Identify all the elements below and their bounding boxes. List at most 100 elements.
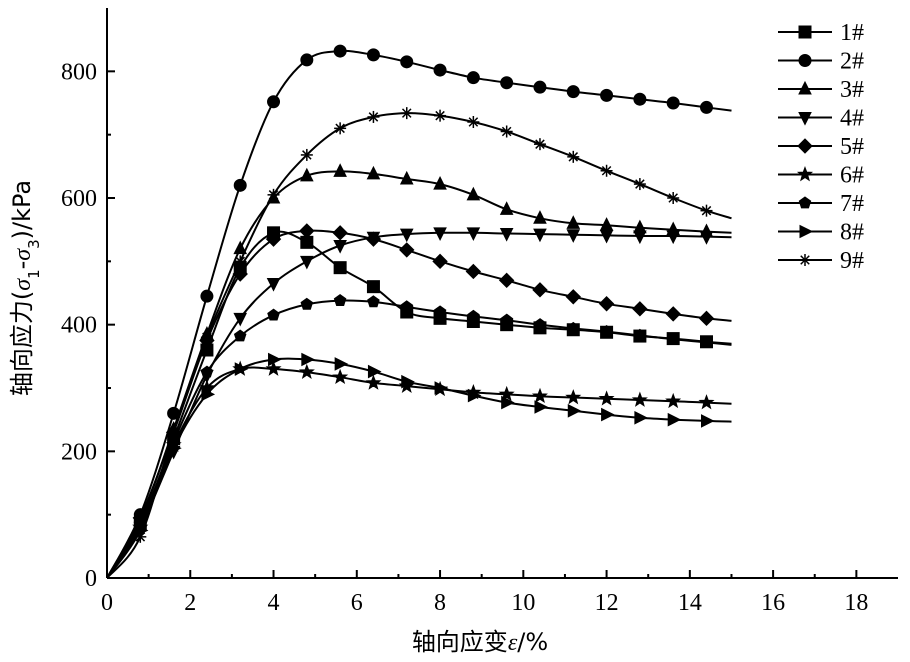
legend-item: 7# — [778, 191, 864, 217]
data-point-marker — [600, 324, 613, 337]
data-point-marker — [699, 100, 713, 114]
legend-label: 8# — [840, 220, 864, 246]
data-point-marker — [401, 374, 415, 389]
data-point-marker — [366, 48, 380, 62]
data-point-marker — [565, 389, 582, 405]
data-point-marker — [600, 164, 613, 177]
data-point-marker — [267, 95, 281, 109]
x-axis-title: 轴向应变ε/% — [412, 628, 548, 656]
data-point-marker — [700, 204, 713, 217]
series-8 — [106, 352, 732, 579]
data-point-marker-stroke — [268, 190, 279, 200]
data-point-marker — [498, 272, 515, 289]
data-point-marker — [566, 85, 580, 99]
data-point-marker-stroke — [701, 205, 712, 216]
data-point-marker — [167, 426, 180, 439]
data-point-marker — [433, 227, 447, 241]
data-point-marker — [567, 150, 580, 163]
legend-item: 4# — [778, 106, 864, 132]
legend-label: 4# — [840, 106, 864, 132]
data-point-marker-stroke — [135, 532, 146, 542]
x-tick-label: 16 — [761, 590, 785, 616]
legend-item: 2# — [778, 49, 864, 75]
data-point-marker — [666, 96, 680, 110]
data-point-marker — [566, 215, 581, 229]
data-point-marker — [533, 210, 547, 224]
data-point-marker — [698, 310, 715, 327]
legend-marker — [799, 224, 814, 239]
data-point-marker — [434, 109, 447, 122]
data-point-marker — [601, 407, 615, 422]
data-point-marker — [332, 225, 348, 241]
data-point-marker-stroke — [168, 427, 179, 438]
data-point-marker — [366, 165, 381, 180]
legend-label: 1# — [840, 20, 864, 46]
data-point-marker — [300, 167, 314, 182]
data-point-marker-stroke — [501, 126, 512, 137]
legend-label: 9# — [840, 248, 864, 274]
legend-label: 3# — [840, 77, 864, 103]
data-point-marker — [233, 240, 248, 255]
data-point-marker — [633, 92, 647, 106]
data-point-marker — [334, 357, 349, 371]
series-line — [106, 357, 732, 579]
data-point-marker — [433, 63, 447, 77]
data-point-marker — [399, 242, 415, 258]
series-line — [106, 231, 732, 579]
data-point-marker — [467, 309, 480, 322]
legend-label: 7# — [840, 191, 864, 217]
data-point-marker — [665, 306, 681, 322]
data-point-marker — [399, 170, 414, 185]
legend-marker — [798, 54, 812, 67]
legend-item: 9# — [778, 248, 864, 274]
data-point-marker — [400, 107, 413, 120]
data-point-marker — [501, 395, 515, 410]
data-point-marker — [665, 392, 682, 409]
data-point-marker-stroke — [202, 332, 212, 343]
data-point-marker — [533, 80, 547, 94]
data-point-marker — [633, 328, 647, 341]
x-tick-label: 2 — [184, 590, 196, 616]
data-point-marker-stroke — [635, 179, 645, 189]
data-point-marker — [499, 201, 514, 215]
legend-marker — [798, 25, 812, 39]
data-point-marker — [265, 231, 282, 247]
legend: 1# 2#3# 4#5# 6#7# 8#9# — [778, 20, 864, 274]
data-point-marker — [300, 297, 314, 310]
data-point-marker — [467, 116, 480, 128]
y-tick-label: 400 — [61, 313, 97, 339]
data-point-marker — [366, 280, 380, 294]
legend-marker — [796, 166, 814, 182]
x-tick-label: 18 — [844, 590, 868, 616]
data-point-marker — [333, 44, 347, 58]
y-tick-label: 600 — [61, 186, 97, 212]
data-point-marker — [700, 414, 715, 428]
data-point-marker — [334, 122, 347, 135]
data-point-marker-stroke — [401, 108, 412, 118]
data-point-marker — [500, 125, 513, 138]
data-point-marker — [433, 175, 447, 190]
legend-item: 6# — [778, 163, 864, 189]
y-axis-title: 轴向应力(σ1-σ3)/kPa — [8, 180, 43, 396]
x-tick-label: 10 — [511, 590, 535, 616]
legend-marker — [798, 196, 812, 209]
data-point-marker — [532, 282, 548, 298]
data-point-marker — [367, 364, 382, 379]
data-point-marker-stroke — [568, 152, 579, 162]
data-point-marker — [234, 362, 249, 376]
data-point-marker — [233, 312, 248, 327]
data-point-marker — [498, 385, 515, 402]
data-point-marker — [333, 261, 347, 275]
data-point-marker — [200, 289, 214, 303]
data-point-marker — [466, 71, 480, 85]
data-point-marker — [200, 331, 213, 344]
legend-label: 5# — [840, 134, 864, 160]
data-point-marker — [333, 163, 347, 177]
data-point-marker — [234, 255, 247, 268]
data-point-marker — [531, 387, 548, 404]
data-point-marker — [698, 394, 715, 410]
legend-label: 2# — [840, 49, 864, 75]
data-point-marker — [633, 178, 646, 191]
x-tick-label: 12 — [595, 590, 619, 616]
